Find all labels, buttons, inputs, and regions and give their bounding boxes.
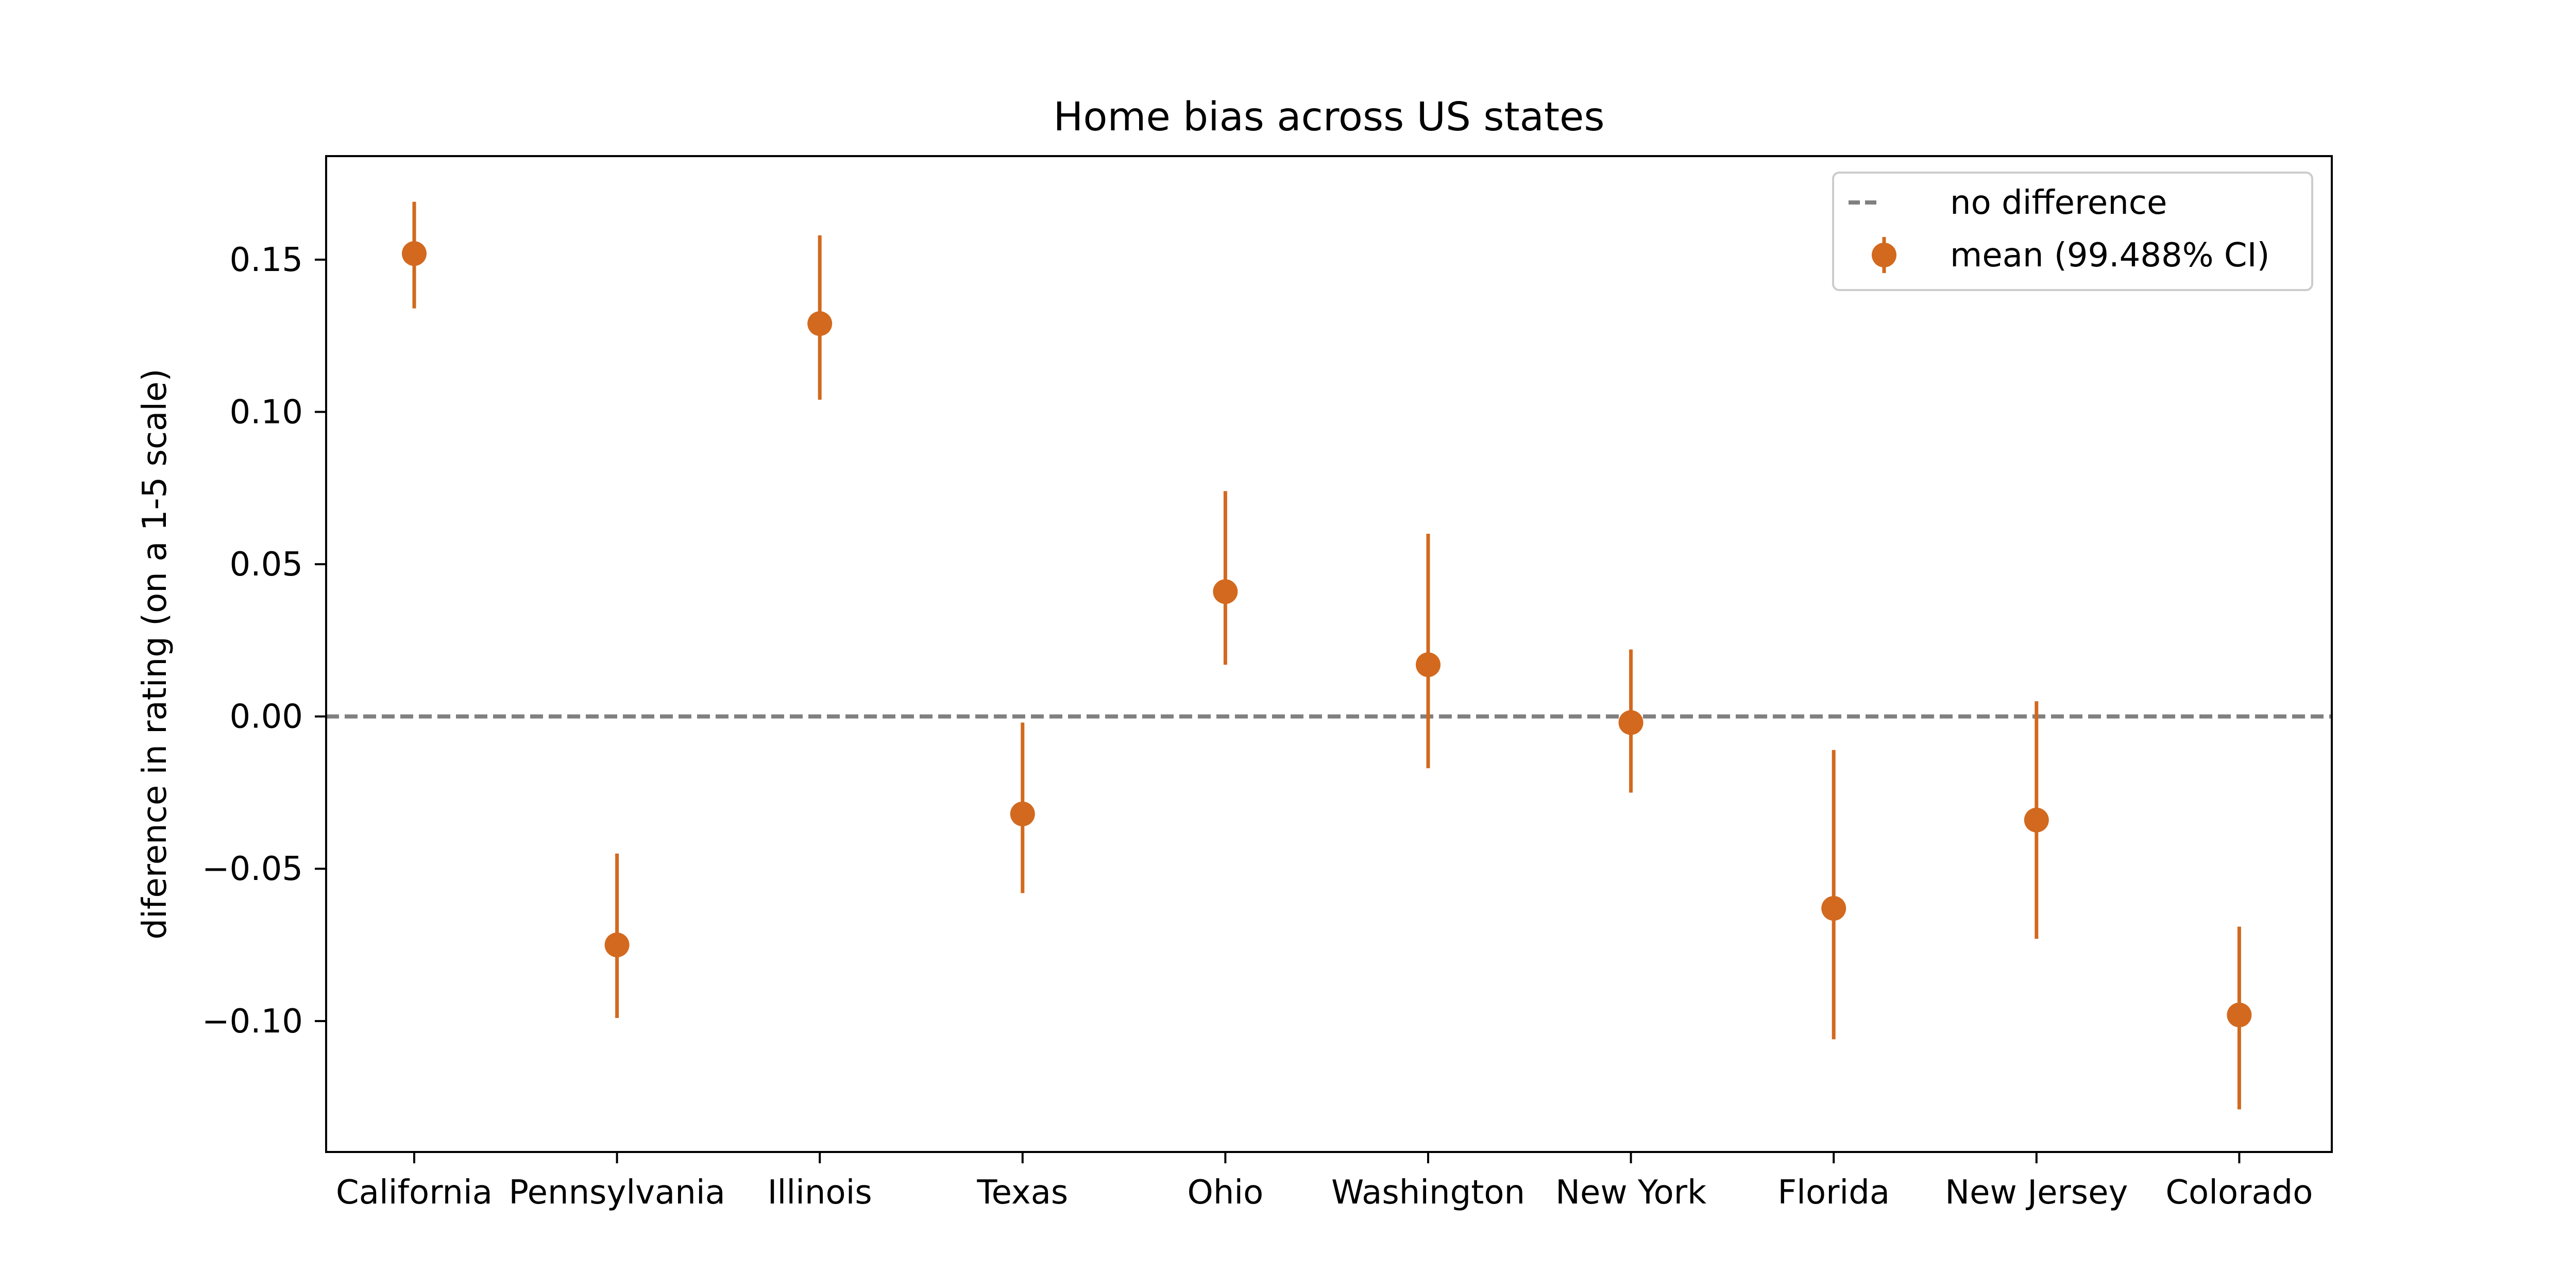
legend-label-no-difference: no difference — [1950, 184, 2167, 222]
point-florida — [1821, 896, 1846, 921]
point-colorado — [2227, 1002, 2252, 1027]
x-tick-label: Ohio — [1187, 1174, 1263, 1212]
x-tick-label: Florida — [1777, 1174, 1890, 1212]
y-axis-ticks: −0.10 −0.05 0.00 0.05 0.10 0.15 — [202, 241, 326, 1041]
x-tick-label: New York — [1555, 1174, 1706, 1212]
axes — [325, 155, 2333, 1153]
x-tick-label: Pennsylvania — [509, 1174, 725, 1212]
point-washington — [1416, 652, 1440, 677]
y-tick-label: 0.10 — [230, 394, 303, 432]
point-ohio — [1213, 579, 1238, 604]
point-illinois — [807, 311, 833, 336]
point-new-york — [1618, 710, 1643, 735]
legend-box — [1832, 172, 2313, 291]
plot-frame — [325, 155, 2333, 1153]
x-tick-label: Texas — [976, 1174, 1068, 1212]
y-tick-label: −0.10 — [202, 1003, 303, 1041]
point-new-jersey — [2024, 807, 2049, 833]
y-tick-label: −0.05 — [202, 850, 303, 888]
legend-marker-swatch — [1872, 243, 1896, 267]
x-axis-ticks: California Pennsylvania Illinois Texas Ohio W… — [336, 1152, 2313, 1212]
y-tick-label: 0.05 — [230, 546, 303, 584]
point-pennsylvania — [604, 933, 630, 958]
legend: no difference mean (99.488% CI) — [1832, 172, 2313, 291]
y-tick-label: 0.15 — [230, 241, 303, 279]
point-texas — [1010, 801, 1035, 826]
legend-label-mean: mean (99.488% CI) — [1950, 236, 2269, 275]
plot-marks — [326, 201, 2332, 1110]
y-axis-label: diference in rating (on a 1-5 scale) — [136, 368, 174, 939]
point-california — [402, 241, 427, 266]
x-tick-label: Illinois — [768, 1174, 872, 1212]
y-tick-label: 0.00 — [230, 698, 303, 736]
x-tick-label: Washington — [1331, 1174, 1525, 1212]
x-tick-label: California — [336, 1174, 493, 1212]
x-tick-label: New Jersey — [1945, 1174, 2128, 1212]
x-tick-label: Colorado — [2165, 1174, 2313, 1212]
chart-title: Home bias across US states — [1053, 94, 1604, 140]
